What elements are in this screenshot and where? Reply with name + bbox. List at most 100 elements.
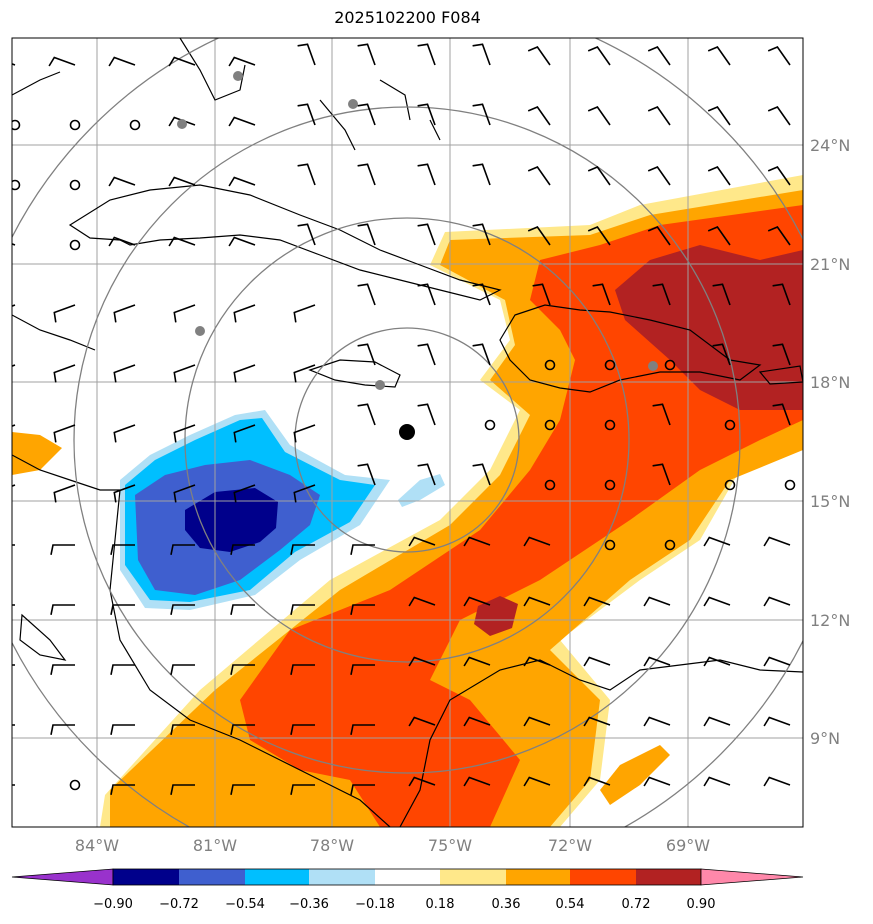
calm-wind-marker bbox=[724, 419, 736, 431]
wind-barb bbox=[767, 226, 791, 246]
cuba-coast bbox=[68, 184, 502, 301]
colorbar-tick-label: 0.54 bbox=[556, 897, 585, 912]
wind-barb bbox=[53, 424, 76, 443]
wind-barb bbox=[12, 243, 16, 246]
anomaly-fill-layer bbox=[12, 175, 803, 827]
wind-barb bbox=[587, 166, 611, 186]
wind-barb bbox=[643, 656, 671, 667]
lon-label: 72°W bbox=[548, 836, 592, 855]
wind-barb bbox=[357, 343, 376, 366]
wind-barb bbox=[293, 484, 316, 503]
wind-barb bbox=[763, 656, 791, 667]
colorbar-tick-label: −0.54 bbox=[225, 897, 265, 912]
wind-barb bbox=[712, 343, 731, 366]
wind-barb bbox=[350, 604, 375, 615]
positive-fill-east-small bbox=[600, 745, 670, 805]
wind-barb bbox=[170, 724, 195, 735]
markers bbox=[177, 71, 658, 440]
colorbar-swatch bbox=[309, 869, 375, 885]
calm-wind-marker bbox=[544, 419, 556, 431]
wind-barb bbox=[523, 776, 551, 787]
wind-barb bbox=[297, 223, 316, 246]
wind-barb bbox=[12, 544, 15, 546]
central-america-coast bbox=[12, 454, 391, 827]
wind-barb bbox=[707, 106, 731, 126]
wind-barb bbox=[357, 463, 376, 486]
colorbar-swatch bbox=[570, 869, 636, 885]
wind-barb bbox=[643, 716, 671, 727]
jamaica-coast bbox=[308, 359, 401, 388]
calm-wind-marker bbox=[69, 119, 81, 131]
wind-barb bbox=[357, 283, 376, 306]
calm-wind-marker bbox=[604, 359, 616, 371]
wind-barb bbox=[463, 776, 491, 787]
wind-barb bbox=[228, 56, 256, 67]
wind-barb bbox=[652, 403, 671, 426]
wind-barb bbox=[772, 403, 791, 426]
wind-barb bbox=[472, 343, 491, 366]
lat-label: 15°N bbox=[810, 492, 850, 511]
wind-barb bbox=[583, 716, 611, 727]
station-marker bbox=[177, 119, 187, 129]
wind-barb bbox=[173, 364, 196, 383]
wind-barb bbox=[523, 536, 551, 547]
positive-fill-0.54 bbox=[240, 205, 803, 827]
colorbar-swatch bbox=[636, 869, 701, 885]
calm-wind-marker bbox=[69, 179, 81, 191]
wind-barb bbox=[772, 343, 791, 366]
wind-barb bbox=[763, 536, 791, 547]
wind-barb bbox=[707, 46, 731, 66]
station-marker bbox=[648, 361, 658, 371]
wind-barb bbox=[228, 116, 256, 127]
positive-fill-0.72 bbox=[615, 245, 803, 410]
wind-barb bbox=[357, 403, 376, 426]
wind-barb bbox=[472, 223, 491, 246]
wind-barb bbox=[113, 484, 136, 503]
calm-wind-marker bbox=[129, 119, 141, 131]
colorbar-tick-label: −0.90 bbox=[93, 897, 133, 912]
calm-wind-marker bbox=[664, 539, 676, 551]
calm-wind-marker bbox=[544, 479, 556, 491]
wind-barb bbox=[297, 103, 316, 126]
calm-wind-marker bbox=[484, 419, 496, 431]
wind-barb bbox=[173, 304, 196, 323]
wind-barb bbox=[230, 544, 255, 555]
colorbar-swatch bbox=[245, 869, 309, 885]
wind-barb bbox=[113, 364, 136, 383]
wind-barb bbox=[703, 656, 731, 667]
wind-barb bbox=[703, 536, 731, 547]
wind-barb bbox=[767, 46, 791, 66]
wind-barb bbox=[293, 304, 316, 323]
storm-center-marker bbox=[399, 424, 415, 440]
wind-barb bbox=[108, 236, 136, 247]
wind-barb bbox=[297, 163, 316, 186]
wind-barb bbox=[357, 223, 376, 246]
map-title: 2025102200 F084 bbox=[334, 8, 481, 27]
wind-barb bbox=[417, 163, 436, 186]
wind-barb bbox=[357, 103, 376, 126]
wind-barb bbox=[763, 776, 791, 787]
wind-barb bbox=[12, 364, 16, 367]
wind-barb bbox=[417, 103, 436, 126]
wind-barb bbox=[173, 484, 196, 503]
puerto-rico-coast bbox=[758, 365, 803, 385]
wind-barb bbox=[583, 596, 611, 607]
wind-barb bbox=[592, 283, 611, 306]
wind-barb bbox=[408, 536, 436, 547]
wind-barb bbox=[168, 56, 196, 67]
colorbar-tick-label: −0.72 bbox=[159, 897, 199, 912]
colorbar-tick-label: 0.72 bbox=[622, 897, 651, 912]
lat-label: 9°N bbox=[810, 729, 840, 748]
wind-barb bbox=[527, 166, 551, 186]
wind-barb bbox=[228, 236, 256, 247]
wind-barb bbox=[170, 784, 195, 795]
wind-barb bbox=[472, 163, 491, 186]
calm-wind-marker bbox=[544, 359, 556, 371]
wind-barb bbox=[113, 304, 136, 323]
wind-barbs bbox=[12, 43, 796, 795]
wind-barb bbox=[767, 166, 791, 186]
wind-barb bbox=[408, 716, 436, 727]
wind-barb bbox=[12, 724, 15, 726]
wind-barb bbox=[652, 283, 671, 306]
wind-barb bbox=[50, 604, 75, 615]
